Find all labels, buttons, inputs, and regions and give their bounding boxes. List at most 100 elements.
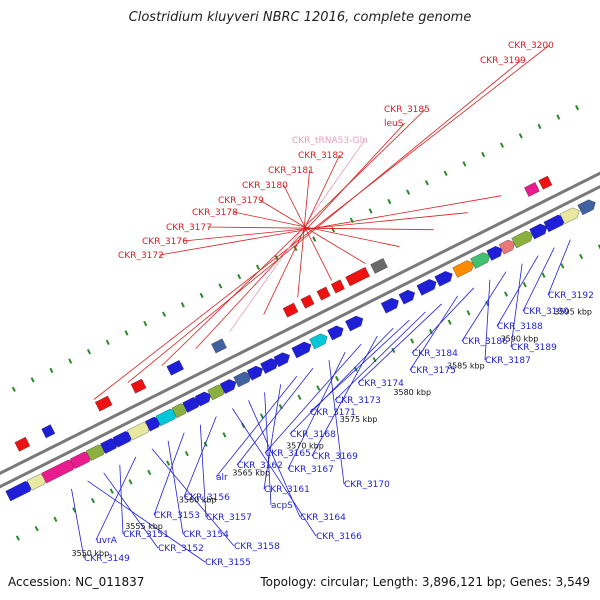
ring-tick [124, 330, 129, 336]
label-leader-lines [71, 44, 571, 563]
leader-line-forward [248, 400, 301, 518]
reverse-strand-features [14, 175, 553, 452]
leader-line-forward [183, 416, 217, 498]
reverse-cds [282, 302, 299, 318]
gene-label-forward: CKR_3153 [154, 511, 200, 521]
gene-label-forward: CKR_3184 [412, 349, 458, 359]
gene-label-reverse: CKR_3181 [268, 166, 314, 176]
leader-line-reverse [259, 199, 366, 265]
reverse-cds [94, 395, 113, 412]
gene-label-forward: CKR_3188 [497, 322, 543, 332]
ring-tick [297, 394, 302, 400]
leader-line-forward [522, 247, 555, 312]
gene-labels: CKR_3200 CKR_3199 CKR_3185 leuS CKR_tRNA53-G… [84, 41, 594, 568]
forward-cds [434, 271, 453, 287]
gene-label-forward: CKR_3166 [316, 532, 362, 542]
ring-tick [335, 375, 340, 382]
leader-line-forward [287, 352, 346, 470]
ring-tick [410, 338, 415, 344]
scale-label: 3555 kbp [125, 522, 163, 531]
ring-tick [518, 133, 523, 139]
leader-line-reverse [297, 169, 310, 298]
gene-label-forward: CKR_3169 [312, 452, 358, 462]
ring-tick [30, 377, 35, 383]
ring-tick [90, 497, 95, 504]
ring-tick [368, 208, 373, 214]
gene-label-forward: CKR_3192 [548, 291, 594, 301]
ring-tick [579, 253, 584, 260]
forward-cds [345, 315, 364, 332]
forward-cds [452, 260, 474, 278]
ring-tick [11, 386, 16, 392]
ring-tick [34, 526, 39, 532]
ring-tick [203, 441, 208, 447]
scale-label: 3560 kbp [179, 495, 217, 504]
gene-label-forward: CKR_3156 [184, 493, 230, 503]
ring-tick [109, 488, 114, 494]
forward-cds [577, 199, 596, 216]
gene-label-reverse: leuS [384, 119, 404, 129]
ring-tick [166, 460, 171, 466]
ring-tick [255, 264, 260, 270]
forward-cds [511, 230, 533, 249]
leader-line-forward [311, 335, 378, 457]
leader-line-reverse [233, 211, 400, 248]
map-title: Clostridium kluyveri NBRC 12016, complet… [128, 10, 472, 25]
ring-tick [68, 358, 73, 364]
scale-label: 3580 kbp [393, 388, 431, 397]
gene-label-forward: CKR_3170 [344, 480, 390, 490]
backbone-line-lower [0, 185, 600, 489]
scale-label: 3550 kbp [72, 549, 110, 558]
forward-cds [309, 333, 328, 350]
gene-label-reverse: CKR_3179 [218, 196, 264, 206]
ring-tick [428, 328, 433, 335]
gene-label-forward: CKR_3171 [310, 408, 356, 418]
ring-tick [15, 535, 20, 541]
gene-label-forward: CKR_3162 [237, 461, 283, 471]
ring-tick [541, 272, 546, 278]
leader-line-forward [328, 360, 345, 485]
scale-label: 3565 kbp [232, 469, 270, 478]
ring-tick [391, 347, 396, 354]
ring-tick [443, 170, 448, 177]
forward-cds [291, 341, 312, 359]
forward-cds [327, 325, 344, 341]
gene-label-reverse: CKR_3180 [242, 181, 288, 191]
ring-tick [447, 319, 452, 325]
gene-label-forward: CKR_3155 [205, 558, 251, 568]
gene-label-forward: CKR_3173 [335, 396, 381, 406]
ring-tick [105, 339, 110, 346]
leader-line-forward [547, 239, 571, 296]
gene-label-reverse: CKR_3182 [298, 151, 344, 161]
leader-line-forward [411, 287, 475, 354]
forward-cds [498, 239, 516, 255]
ring-tick [143, 320, 148, 327]
reverse-cds [14, 436, 31, 452]
leader-line-forward [199, 424, 207, 518]
leader-line-forward [215, 376, 298, 478]
leader-line-forward [263, 384, 282, 490]
inner-dotted-ring [15, 244, 600, 541]
reverse-cds [370, 258, 388, 274]
scale-labels: 3550 kbp 3555 kbp 3560 kbp 3565 kbp 3570 kbp… [72, 308, 593, 558]
gene-label-forward: CKR_3189 [511, 343, 557, 353]
leader-line-reverse [93, 44, 550, 400]
forward-cds [380, 297, 399, 314]
ring-tick [499, 142, 504, 148]
leader-line-reverse [183, 212, 468, 242]
scale-label: 3570 kbp [286, 442, 324, 451]
scale-label: 3585 kbp [447, 361, 485, 370]
backbone-core [0, 176, 600, 484]
forward-cds [194, 391, 212, 407]
ring-tick [49, 367, 54, 374]
forward-cds [398, 289, 415, 305]
forward-cds [486, 246, 503, 261]
forward-cds [246, 365, 263, 381]
leader-line-forward [264, 343, 362, 454]
ring-tick [86, 349, 91, 355]
reverse-cds [524, 182, 540, 197]
ring-tick [162, 311, 167, 317]
ring-tick [387, 198, 392, 205]
forward-cds [260, 358, 279, 374]
